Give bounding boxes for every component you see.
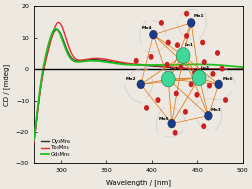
Legend: Dy₃Mn₆, Tb₃Mn₆, Gd₃Mn₆: Dy₃Mn₆, Tb₃Mn₆, Gd₃Mn₆ <box>39 137 73 159</box>
X-axis label: Wavelength / [nm]: Wavelength / [nm] <box>106 179 171 186</box>
Y-axis label: CD / [mdeg]: CD / [mdeg] <box>4 64 10 106</box>
